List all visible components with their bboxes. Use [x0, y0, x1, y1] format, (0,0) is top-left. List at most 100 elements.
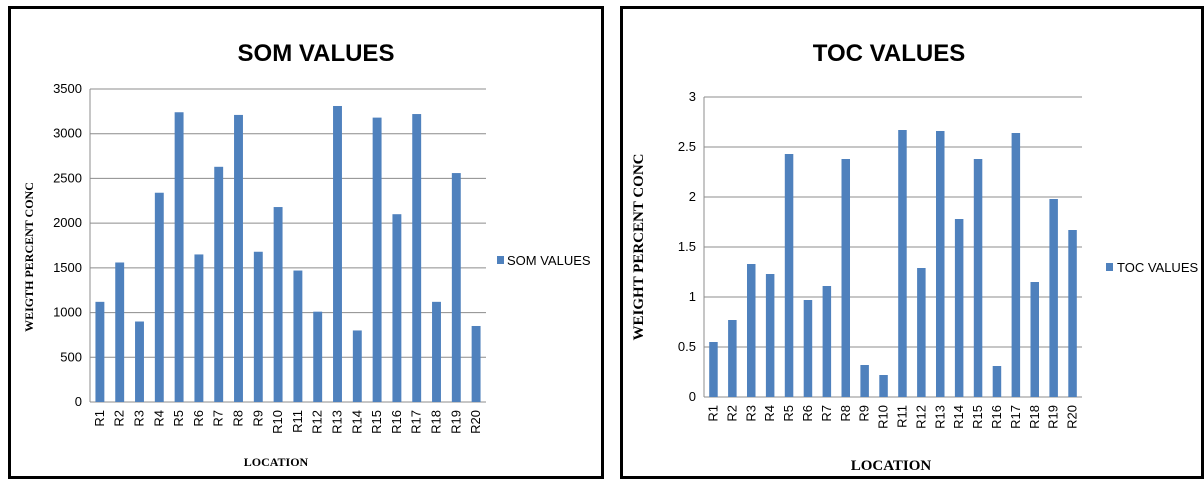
- y-tick-label: 3: [689, 89, 696, 104]
- x-tick-label: R5: [781, 405, 796, 422]
- x-tick-label: R8: [231, 410, 246, 427]
- x-axis-label: LOCATION: [244, 455, 309, 469]
- bar-r10: [879, 375, 888, 397]
- x-tick-label: R12: [310, 410, 325, 434]
- x-tick-label: R10: [876, 405, 891, 429]
- x-tick-label: R2: [112, 410, 127, 427]
- x-tick-label: R17: [1008, 405, 1023, 429]
- x-tick-label: R11: [290, 410, 305, 433]
- y-tick-label: 3000: [53, 126, 82, 141]
- x-tick-label: R9: [857, 405, 872, 422]
- x-tick-label: R3: [132, 410, 147, 427]
- bar-r13: [935, 131, 945, 397]
- bar-r14: [954, 219, 964, 397]
- x-tick-label: R19: [1046, 405, 1061, 429]
- x-tick-label: R19: [448, 410, 463, 434]
- legend-swatch: [497, 256, 504, 264]
- legend-label: SOM VALUES: [507, 253, 591, 268]
- bar-r10: [273, 207, 283, 402]
- x-tick-label: R7: [819, 405, 834, 422]
- legend-swatch: [1106, 263, 1113, 271]
- bar-r12: [917, 268, 926, 397]
- chart-title: SOM VALUES: [238, 40, 395, 67]
- x-tick-label: R9: [250, 410, 265, 427]
- x-tick-label: R18: [429, 410, 444, 434]
- x-tick-label: R11: [894, 405, 909, 428]
- y-tick-label: 2: [689, 189, 696, 204]
- x-tick-label: R2: [724, 405, 739, 422]
- y-tick-label: 1.5: [678, 239, 696, 254]
- y-tick-label: 0: [75, 394, 82, 409]
- bar-r14: [352, 330, 362, 402]
- x-tick-label: R17: [409, 410, 424, 434]
- y-tick-label: 0.5: [678, 339, 696, 354]
- bar-r8: [234, 114, 243, 402]
- bar-r13: [333, 105, 342, 403]
- y-tick-label: 2000: [53, 215, 82, 230]
- legend-label: TOC VALUES: [1117, 260, 1198, 275]
- bar-r16: [392, 214, 402, 402]
- x-tick-label: R15: [970, 405, 985, 429]
- toc-chart: TOC VALUES 00.511.522.53 R1 R2 R3 R4 R5 R6 R7 R…: [631, 40, 1198, 474]
- x-tick-label: R1: [705, 405, 720, 422]
- y-tick-label: 3500: [53, 81, 82, 96]
- bar-r12: [313, 311, 323, 402]
- bar-r1: [709, 342, 718, 397]
- som-chart-panel: SOM VALUES 0 500 1000 1500 2000 2500 3000 3500 …: [8, 6, 604, 479]
- y-axis-label: WEIGHT PERCENT CONC: [631, 154, 647, 341]
- bar-r20: [1068, 230, 1077, 397]
- x-axis-label: LOCATION: [851, 458, 932, 474]
- bar-r15: [973, 159, 983, 397]
- x-tick-label: R14: [951, 405, 966, 429]
- bar-r7: [822, 286, 832, 397]
- bar-r6: [803, 300, 813, 397]
- bar-r18: [1030, 282, 1040, 397]
- bar-r17: [412, 114, 422, 402]
- bar-r4: [765, 274, 775, 397]
- y-tick-label: 1: [689, 289, 696, 304]
- bar-r9: [253, 251, 263, 402]
- y-tick-label: 500: [60, 349, 82, 364]
- bar-r3: [135, 321, 144, 402]
- x-tick-label: R13: [932, 405, 947, 429]
- bar-r2: [115, 262, 125, 402]
- bar-r1: [95, 301, 105, 402]
- bar-r4: [154, 192, 164, 402]
- bar-r5: [784, 154, 794, 397]
- bar-r5: [174, 112, 184, 402]
- bar-r18: [432, 301, 441, 402]
- bar-r11: [293, 270, 303, 402]
- x-tick-label: R13: [330, 410, 345, 434]
- bar-r8: [841, 159, 851, 397]
- x-tick-label: R6: [191, 410, 206, 427]
- x-tick-label: R10: [270, 410, 285, 434]
- x-tick-label: R16: [389, 410, 404, 434]
- y-tick-label: 0: [689, 389, 696, 404]
- x-tick-label: R15: [369, 410, 384, 434]
- bar-r15: [372, 117, 382, 403]
- bar-r11: [898, 130, 907, 397]
- x-tick-label: R1: [92, 410, 107, 427]
- y-tick-label: 2.5: [678, 139, 696, 154]
- y-tick-label: 2500: [53, 170, 82, 185]
- x-tick-label: R20: [1065, 405, 1080, 429]
- som-chart: SOM VALUES 0500100015002000250030003500 …: [22, 40, 591, 469]
- bar-r2: [728, 320, 737, 397]
- bar-r3: [746, 264, 756, 397]
- x-tick-label: R18: [1027, 405, 1042, 429]
- chart-title: TOC VALUES: [813, 40, 965, 67]
- bar-r17: [1011, 133, 1021, 397]
- x-tick-label: R14: [349, 410, 364, 434]
- x-tick-label: R5: [171, 410, 186, 427]
- x-tick-label: R4: [151, 410, 166, 427]
- bar-r7: [214, 166, 224, 402]
- y-tick-label: 1000: [53, 305, 82, 320]
- x-tick-label: R16: [989, 405, 1004, 429]
- bar-r6: [194, 254, 204, 402]
- x-tick-label: R8: [838, 405, 853, 422]
- x-tick-label: R7: [211, 410, 226, 427]
- x-tick-label: R20: [468, 410, 483, 434]
- bar-r19: [1049, 199, 1058, 397]
- x-tick-label: R3: [743, 405, 758, 422]
- bar-r20: [471, 325, 481, 402]
